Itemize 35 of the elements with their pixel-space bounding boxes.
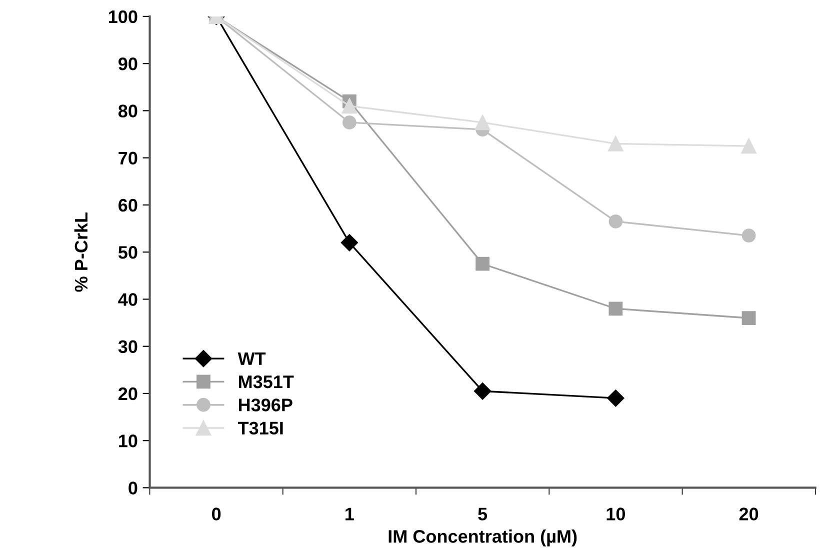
point [742,228,756,243]
point [742,311,756,326]
point [607,390,624,407]
x-tick-label: 1 [346,508,354,520]
legend-label: M351T [238,375,294,388]
y-tick-label: 70 [118,152,138,165]
point [608,136,624,152]
legend-label: T315I [238,422,283,435]
point [342,116,356,130]
y-tick-label: 0 [128,482,138,494]
y-tick-label: 50 [118,246,138,259]
y-axis-title: % P-CrkL [74,212,88,292]
y-tick-label: 90 [118,58,138,70]
y-tick-label: 40 [118,293,138,306]
y-tick-label: 80 [118,104,138,118]
y-tick-label: 30 [118,340,138,354]
point [340,234,358,252]
legend-label: WT [238,352,266,365]
y-tick-label: 60 [118,198,138,212]
x-tick-label: 5 [478,508,488,520]
point [342,98,358,114]
x-tick-label: 10 [606,508,625,520]
point [474,114,490,130]
y-tick-label: 10 [119,434,138,448]
point [476,256,490,271]
point [741,138,756,154]
legend-label: H396P [238,398,292,412]
x-tick-label: 0 [212,508,221,520]
point [608,214,623,228]
point [474,382,492,400]
y-tick-label: 20 [118,387,138,400]
x-axis-title: IM Concentration (µM) [388,530,577,546]
x-tick-label: 20 [739,508,758,520]
y-tick-label: 100 [108,10,138,24]
point [608,302,623,316]
